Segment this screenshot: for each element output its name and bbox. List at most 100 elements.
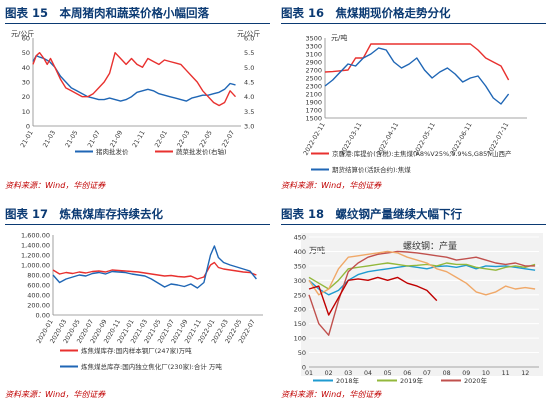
- unit-label-right: 元/公斤: [237, 29, 260, 38]
- x-tick-label: 07: [423, 370, 431, 377]
- y-tick-label: 50: [298, 349, 306, 357]
- y-tick-label: 50: [22, 49, 30, 57]
- unit-label-left: 万吨: [309, 245, 325, 255]
- y-tick-label: 0: [302, 364, 306, 372]
- y-tick-label: 250: [294, 291, 306, 299]
- x-tick-label: 21-09: [109, 130, 124, 149]
- y-tick-label: 0.00: [36, 312, 50, 320]
- panel-title: 图表 18 螺纹钢产量继续大幅下行: [281, 205, 546, 225]
- series-line: [52, 245, 257, 289]
- series-line: [308, 262, 536, 290]
- y-tick-label: 1,000.00: [21, 262, 50, 270]
- x-tick-label: 01: [305, 370, 313, 377]
- y2-tick-label: 4.5: [244, 79, 254, 87]
- x-tick-label: 04: [364, 370, 372, 377]
- unit-label-left: 元/公斤: [11, 29, 34, 38]
- series-line: [308, 276, 438, 316]
- y-tick-label: 0: [26, 123, 30, 131]
- y-tick-label: 10: [22, 108, 30, 116]
- x-tick-label: 22-07: [221, 130, 236, 149]
- x-tick-label: 03: [344, 370, 352, 377]
- y-tick-label: 350: [294, 262, 306, 270]
- panel-coking-coal-price: 图表 16 焦煤期现价格走势分化 元/吨 1500 1700 1900 2100 230…: [281, 4, 546, 190]
- series-line: [324, 43, 510, 81]
- x-tick-label: 05: [384, 370, 392, 377]
- y-tick-label: 200: [294, 306, 306, 314]
- source-note: 资料来源：Wind，华创证券: [281, 390, 382, 399]
- x-tick-label: 06: [403, 370, 411, 377]
- y-tick-label: 20: [22, 93, 30, 101]
- panel-title: 图表 15 本周猪肉和蔬菜价格小幅回落: [5, 4, 270, 24]
- y-tick-label: 400.00: [27, 292, 50, 300]
- legend-label: 2018年: [336, 376, 360, 385]
- y-tick-label: 2300: [305, 83, 322, 91]
- y-tick-label: 200.00: [27, 302, 50, 310]
- y-tick-label: 1,400.00: [21, 242, 50, 250]
- y-tick-label: 2900: [305, 59, 322, 67]
- x-tick-label: 22-05: [199, 130, 214, 149]
- x-tick-label: 22-01: [154, 130, 169, 149]
- coking-coal-inventory-chart: 0.00 200.00 400.00 600.00 800.00 1,000.00 1,20…: [21, 232, 263, 371]
- y-tick-label: 40: [22, 64, 30, 72]
- x-tick-label: 11: [502, 370, 510, 377]
- x-tick-label: 2022-02-11: [302, 122, 326, 157]
- x-tick-label: 21-03: [42, 130, 57, 149]
- chart-title: 螺纹钢：产量: [403, 240, 457, 252]
- legend-label: 炼焦煤总库存:国内独立焦化厂(230家):合计 万吨: [81, 362, 222, 371]
- x-tick-label: 22-03: [176, 130, 191, 149]
- panel-rebar-output: 图表 18 螺纹钢产量继续大幅下行 万吨 螺纹钢：产量 0 5 0 10 0 1 50 200…: [281, 205, 546, 399]
- y2-tick-label: 5.0: [244, 64, 254, 72]
- source-note: 资料来源：Wind，华创证券: [281, 181, 382, 190]
- series-line: [308, 250, 536, 296]
- x-tick-label: 08: [443, 370, 451, 377]
- x-tick-label: 10: [482, 370, 490, 377]
- source-note: 资料来源：Wind，华创证券: [5, 181, 106, 190]
- y-tick-label: 2500: [305, 75, 322, 83]
- series-line: [308, 250, 536, 336]
- y-tick-label: 2700: [305, 67, 322, 75]
- y-tick-label: 150: [294, 320, 306, 328]
- x-tick-label: 21-07: [87, 130, 102, 149]
- legend-label: 期货结算价(活跃合约):焦煤: [332, 165, 411, 174]
- series-line: [32, 52, 237, 107]
- y-tick-label: 30: [22, 79, 30, 87]
- y-tick-label: 1,200.00: [21, 252, 50, 260]
- y2-tick-label: 3.5: [244, 108, 254, 116]
- panel-coking-coal-inventory: 图表 17 炼焦煤库存持续去化 0.00 200.00 400.00 600.00 80…: [5, 205, 270, 399]
- series-line: [52, 261, 257, 280]
- legend-label: 炼焦煤库存:国内样本钢厂(247家)万吨: [81, 346, 192, 355]
- y-tick-label: 3500: [305, 35, 322, 43]
- x-tick-label: 21-05: [64, 130, 79, 149]
- y-tick-label: 1900: [305, 99, 322, 107]
- pork-vegetable-chart: 元/公斤 元/公斤 0 10 20 30 40 50 60 3.0 3.5 4.0 4.5 5.0 5.…: [11, 29, 260, 156]
- y-tick-label: 3300: [305, 43, 322, 51]
- y-tick-label: 2100: [305, 91, 322, 99]
- y2-tick-label: 6.0: [244, 35, 254, 43]
- legend-label: 2019年: [400, 376, 424, 385]
- y-tick-label: 800.00: [27, 272, 50, 280]
- y-tick-label: 300: [294, 277, 306, 285]
- y2-tick-label: 3.0: [244, 123, 254, 131]
- y-tick-label: 1700: [305, 107, 322, 115]
- y2-tick-label: 5.5: [244, 49, 254, 57]
- x-tick-label: 21-01: [20, 130, 35, 149]
- panel-title: 图表 17 炼焦煤库存持续去化: [5, 205, 270, 225]
- panel-title: 图表 16 焦煤期现价格走势分化: [281, 4, 546, 24]
- x-tick-label: 09: [462, 370, 470, 377]
- x-tick-label: 21-11: [131, 130, 146, 149]
- y-tick-label: 60: [22, 35, 30, 43]
- unit-label-left: 元/吨: [331, 33, 347, 42]
- x-tick-label: 02: [325, 370, 333, 377]
- y2-tick-label: 4.0: [244, 93, 254, 101]
- y-tick-label: 3100: [305, 51, 322, 59]
- y-tick-label: 1,600.00: [21, 232, 50, 240]
- y-tick-label: 600.00: [27, 282, 50, 290]
- x-tick-label: 12: [521, 370, 529, 377]
- legend-label: 蔬菜批发价(右轴): [176, 147, 227, 156]
- series-line: [32, 54, 236, 102]
- source-note: 资料来源：Wind，华创证券: [5, 390, 106, 399]
- legend-label: 京唐港:库提价(含税):主焦煤(A8%V25%,0.9%S,G85):山西产: [332, 149, 512, 158]
- y-tick-label: 1500: [305, 115, 322, 123]
- series-line: [324, 47, 510, 105]
